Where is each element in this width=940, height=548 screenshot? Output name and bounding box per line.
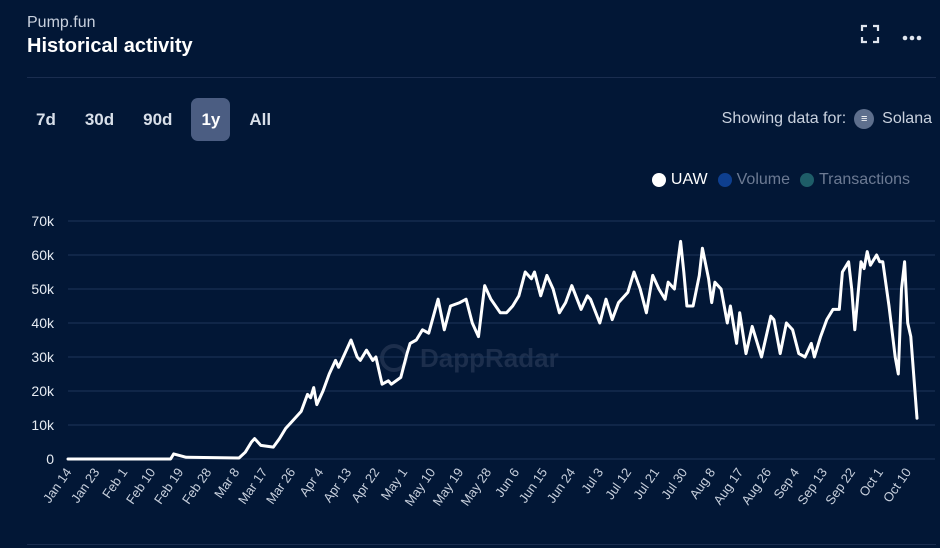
x-tick-label: Jul 3 <box>578 465 606 496</box>
chain-name: Solana <box>882 110 932 127</box>
legend-label: Transactions <box>819 171 910 188</box>
x-tick-label: Jan 14 <box>40 465 75 506</box>
chart-legend: UAW Volume Transactions <box>651 171 910 189</box>
x-tick-label: Oct 10 <box>880 465 914 505</box>
range-all[interactable]: All <box>249 110 272 129</box>
x-tick-label: Jul 30 <box>658 465 690 502</box>
y-tick-label: 10k <box>31 417 55 433</box>
legend-dot-icon <box>800 173 814 187</box>
chain-selector[interactable]: Showing data for: ≡ Solana <box>722 109 932 129</box>
project-name: Pump.fun <box>27 14 96 31</box>
legend-label: Volume <box>736 171 790 188</box>
series-line-uaw <box>66 239 919 461</box>
y-tick-label: 30k <box>31 349 55 365</box>
legend-volume[interactable]: Volume <box>717 171 790 189</box>
legend-dot-icon <box>651 173 666 187</box>
x-tick-label: Jul 12 <box>602 465 634 502</box>
x-tick-label: Mar 26 <box>263 465 298 507</box>
x-tick-label: Jun 24 <box>544 465 579 506</box>
range-tabs: 7d 30d 90d 1y All <box>26 98 290 141</box>
range-7d[interactable]: 7d <box>36 110 56 129</box>
legend-label: UAW <box>670 171 708 188</box>
expand-icon[interactable] <box>860 24 880 49</box>
header-divider <box>27 77 936 78</box>
watermark: DappRadar <box>420 343 559 373</box>
y-tick-label: 40k <box>31 315 55 331</box>
page-title: Historical activity <box>27 35 193 57</box>
y-tick-label: 50k <box>31 281 55 297</box>
showing-label: Showing data for: <box>721 110 847 127</box>
legend-transactions[interactable]: Transactions <box>800 171 910 189</box>
x-tick-label: Feb 28 <box>179 465 215 507</box>
x-tick-label: Jun 15 <box>516 465 551 506</box>
x-tick-label: Jan 23 <box>68 465 103 506</box>
range-30d[interactable]: 30d <box>84 110 115 129</box>
legend-dot-icon <box>717 173 732 187</box>
y-tick-label: 60k <box>31 247 55 263</box>
legend-uaw[interactable]: UAW <box>651 171 708 189</box>
more-icon[interactable] <box>902 28 922 46</box>
x-tick-label: Jul 21 <box>630 465 662 502</box>
x-tick-label: Aug 26 <box>738 465 774 507</box>
x-tick-label: Apr 13 <box>320 465 354 505</box>
y-tick-label: 0 <box>46 451 54 467</box>
y-tick-label: 70k <box>31 213 55 229</box>
y-tick-label: 20k <box>31 383 55 399</box>
range-90d[interactable]: 90d <box>143 110 173 129</box>
x-tick-label: Sep 22 <box>822 465 858 507</box>
footer-divider <box>27 544 936 545</box>
range-1y[interactable]: 1y <box>191 98 231 141</box>
solana-icon: ≡ <box>854 109 875 129</box>
x-tick-label: Apr 22 <box>348 465 382 505</box>
